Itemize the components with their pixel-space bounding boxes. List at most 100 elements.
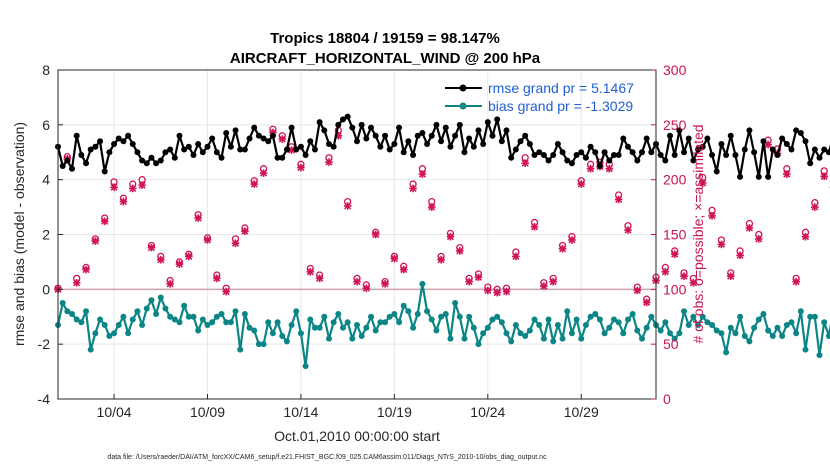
rmse-point xyxy=(311,146,318,153)
bias-point xyxy=(288,321,295,328)
rmse-point xyxy=(615,151,622,158)
obs-assimilated-point xyxy=(540,282,548,290)
rmse-point xyxy=(816,154,823,161)
bias-point xyxy=(643,324,650,331)
rmse-point xyxy=(386,146,393,153)
rmse-point xyxy=(811,146,818,153)
rmse-point xyxy=(83,160,90,167)
bias-point xyxy=(536,321,543,328)
obs-assimilated-point xyxy=(484,286,492,295)
obs-assimilated-point xyxy=(689,278,698,287)
bias-point xyxy=(442,311,449,318)
rmse-point xyxy=(797,130,804,137)
bias-point xyxy=(73,316,80,323)
rmse-point xyxy=(695,146,702,153)
rmse-point xyxy=(793,127,800,134)
bias-point xyxy=(615,319,622,326)
rmse-point xyxy=(498,138,505,145)
rmse-point xyxy=(92,143,99,150)
y2-tick-label: 50 xyxy=(663,336,679,352)
rmse-point xyxy=(293,146,300,153)
chart-subtitle: AIRCRAFT_HORIZONTAL_WIND @ 200 hPa xyxy=(230,50,541,67)
bias-point xyxy=(368,313,375,320)
obs-assimilated-point xyxy=(343,202,352,210)
bias-point xyxy=(227,319,234,326)
bias-point xyxy=(526,327,533,334)
bias-point xyxy=(405,308,412,315)
obs-assimilated-point xyxy=(278,135,287,143)
rmse-point xyxy=(737,173,744,180)
bias-point xyxy=(241,311,248,318)
bias-point xyxy=(120,313,127,320)
y-tick-label: 2 xyxy=(42,227,50,243)
obs-assimilated-point xyxy=(670,250,679,259)
bias-point xyxy=(87,346,94,353)
bias-point xyxy=(704,319,711,326)
bias-point xyxy=(339,324,346,331)
obs-assimilated-point xyxy=(222,287,230,296)
bias-point xyxy=(582,321,589,328)
bias-point xyxy=(354,321,360,328)
y-axis-label: rmse and bias (model - observation) xyxy=(11,122,27,346)
rmse-point xyxy=(536,149,543,156)
bias-point xyxy=(634,327,641,334)
rmse-point xyxy=(167,146,174,153)
bias-point xyxy=(522,332,529,339)
bias-point xyxy=(484,324,491,331)
rmse-point xyxy=(120,138,127,145)
bias-point xyxy=(302,363,309,370)
rmse-point xyxy=(690,157,697,164)
rmse-point xyxy=(405,138,412,145)
obs-assimilated-point xyxy=(315,274,324,283)
bias-point xyxy=(760,311,767,318)
bias-point xyxy=(596,316,603,323)
grid xyxy=(58,69,656,400)
rmse-point xyxy=(783,141,790,148)
obs-assimilated-point xyxy=(82,265,90,274)
bias-point xyxy=(606,324,613,331)
rmse-point xyxy=(227,143,234,150)
bias-point xyxy=(358,332,365,339)
bias-point xyxy=(199,316,206,323)
rmse-point xyxy=(699,143,706,150)
rmse-point xyxy=(825,149,830,156)
x-tick-label: 10/29 xyxy=(564,404,599,420)
bias-point xyxy=(554,321,561,328)
legend-rmse: rmse grand pr = 5.1467 xyxy=(488,80,634,96)
obs-assimilated-point xyxy=(446,232,455,241)
rmse-point xyxy=(545,157,552,164)
bias-point xyxy=(307,316,314,323)
rmse-point xyxy=(456,121,463,128)
rmse-point xyxy=(610,151,617,158)
rmse-point xyxy=(713,168,720,175)
bias-point xyxy=(779,332,786,339)
bias-point xyxy=(466,313,473,320)
obs-assimilated-point xyxy=(698,179,707,187)
bias-point xyxy=(213,313,220,320)
bias-point xyxy=(821,319,828,326)
y2-tick-label: 0 xyxy=(663,391,671,407)
bias-point xyxy=(279,332,286,339)
rmse-point xyxy=(283,146,290,153)
obs-assimilated-point xyxy=(100,217,109,226)
rmse-point xyxy=(377,143,384,150)
rmse-point xyxy=(727,132,734,139)
legend: rmse grand pr = 5.1467 bias grand pr = -… xyxy=(445,80,634,114)
rmse-point xyxy=(97,138,104,145)
bias-point xyxy=(106,332,113,339)
bias-point xyxy=(797,308,804,315)
rmse-point xyxy=(279,154,286,161)
rmse-point xyxy=(433,121,440,128)
bias-point xyxy=(685,321,692,328)
obs-assimilated-point xyxy=(754,235,763,243)
rmse-point xyxy=(489,132,496,139)
obs-assimilated-point xyxy=(474,273,483,282)
obs-assimilated-point xyxy=(577,180,586,188)
bias-point xyxy=(321,313,328,320)
rmse-point xyxy=(363,135,370,142)
bias-point xyxy=(624,316,631,323)
y-axis-left-ticks: -4 -2 0 2 4 6 8 xyxy=(38,62,63,407)
bias-point xyxy=(695,321,702,328)
footer-data-file: data file: /Users/raeder/DAI/ATM_forcXX/… xyxy=(107,454,547,461)
obs-assimilated-point xyxy=(614,195,623,204)
